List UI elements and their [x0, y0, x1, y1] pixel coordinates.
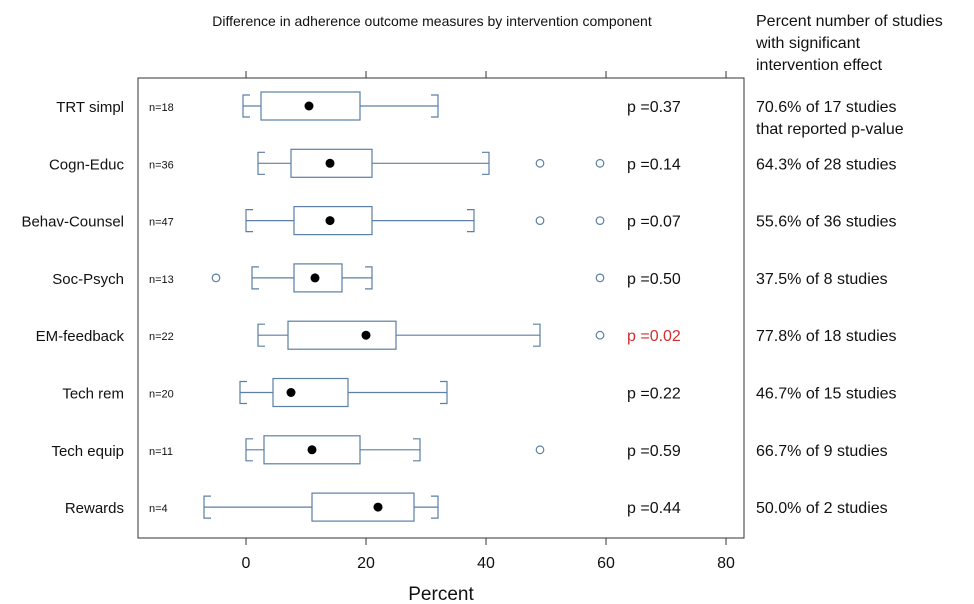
outlier-point-0 [535, 158, 545, 168]
outlier-point-1 [595, 216, 605, 226]
median-point [304, 101, 314, 111]
whisker-cap-high [431, 94, 439, 118]
category-label: EM-feedback [36, 328, 125, 345]
n-count: n=47 [149, 217, 174, 229]
x-tick-label-4: 80 [717, 555, 735, 572]
p-value: p =0.07 [627, 214, 681, 231]
median-point [361, 330, 371, 340]
x-tick-label-3: 60 [597, 555, 615, 572]
median-point [307, 445, 317, 455]
n-count: n=20 [149, 389, 174, 401]
median-point [286, 388, 296, 397]
right-header: Percent number of studies with significa… [755, 13, 943, 74]
study-summary: 37.5% of 8 studies [756, 271, 888, 288]
whisker-cap-high [413, 438, 421, 462]
whisker-cap-high [431, 495, 439, 519]
median-point [373, 502, 383, 512]
n-count: n=4 [149, 503, 168, 515]
whisker-cap-high [440, 380, 448, 405]
iqr-box [272, 377, 349, 408]
category-label: Rewards [65, 500, 124, 517]
whisker-cap-high [533, 323, 541, 347]
whisker-cap-low [245, 438, 253, 462]
p-value: p =0.14 [627, 156, 681, 173]
median-point [325, 216, 335, 226]
iqr-box [311, 492, 415, 522]
category-label: Soc-Psych [52, 271, 124, 288]
whisker-cap-high [482, 151, 490, 175]
category-label: Behav-Counsel [21, 214, 124, 231]
outlier-point-0 [535, 216, 545, 226]
study-summary: 64.3% of 28 studies [756, 156, 897, 173]
chart-title: Difference in adherence outcome measures… [212, 13, 652, 29]
row-7: Rewards n=4 p =0.44 50.0% of 2 studies [65, 492, 888, 522]
category-label: TRT simpl [56, 99, 124, 116]
whisker-cap-low [257, 151, 265, 175]
outlier-point-1 [595, 158, 605, 168]
row-6: Tech equip n=11 p =0.59 66.7% of 9 studies [51, 435, 888, 465]
study-summary: 70.6% of 17 studies [756, 99, 897, 116]
study-summary: 66.7% of 9 studies [756, 443, 888, 460]
x-tick-label-0: 0 [242, 555, 251, 572]
row-3: Soc-Psych n=13 p =0.50 37.5% of 8 studies [52, 263, 888, 293]
row-1: Cogn-Educ n=36 p =0.14 64.3% of 28 studies [49, 148, 897, 178]
whisker-cap-low [239, 380, 247, 405]
x-axis: 0 20 40 60 80 [242, 71, 735, 572]
p-value: p =0.44 [627, 500, 681, 517]
row-4: EM-feedback n=22 p =0.02 77.8% of 18 studie… [36, 320, 897, 350]
outlier-point-0 [535, 445, 545, 455]
x-tick-label-2: 40 [477, 555, 495, 572]
whisker-cap-low [251, 266, 259, 290]
category-label: Cogn-Educ [49, 156, 125, 173]
n-count: n=22 [149, 331, 174, 343]
whisker-cap-high [467, 209, 475, 233]
n-count: n=13 [149, 274, 174, 286]
x-tick-label-1: 20 [357, 555, 375, 572]
whisker-cap-low [242, 94, 250, 118]
row-5: Tech rem n=20 p =0.22 46.7% of 15 studies [62, 377, 897, 408]
study-summary: 50.0% of 2 studies [756, 500, 888, 517]
whisker-cap-low [257, 323, 265, 347]
p-value: p =0.02 [627, 328, 681, 345]
p-value: p =0.22 [627, 386, 681, 403]
plot-frame [137, 77, 745, 539]
study-summary: 77.8% of 18 studies [756, 328, 897, 345]
iqr-box [287, 320, 397, 350]
n-count: n=36 [149, 159, 174, 171]
right-header-line-3: intervention effect [756, 57, 883, 74]
category-label: Tech equip [51, 443, 124, 460]
right-header-line-2: with significant [755, 35, 861, 52]
category-label: Tech rem [62, 386, 124, 403]
study-summary: 55.6% of 36 studies [756, 214, 897, 231]
row-2: Behav-Counsel n=47 p =0.07 55.6% of 36 stud… [21, 206, 897, 236]
p-value: p =0.37 [627, 99, 681, 116]
whisker-cap-low [203, 495, 211, 519]
outlier-point-0 [211, 273, 221, 283]
row-0: TRT simpl n=18 p =0.37 70.6% of 17 studies t… [56, 91, 904, 138]
median-point [310, 273, 320, 283]
outlier-point-0 [595, 330, 605, 340]
n-count: n=18 [149, 102, 174, 114]
iqr-box [260, 91, 361, 121]
median-point [325, 158, 335, 168]
right-header-line-1: Percent number of studies [756, 13, 943, 30]
whisker-cap-low [245, 209, 253, 233]
p-value: p =0.50 [627, 271, 681, 288]
plot-rows: TRT simpl n=18 p =0.37 70.6% of 17 studies t… [21, 91, 904, 522]
whisker-cap-high [365, 266, 373, 290]
outlier-point-1 [595, 273, 605, 283]
p-value: p =0.59 [627, 443, 681, 460]
n-count: n=11 [149, 446, 173, 458]
x-axis-label: Percent [408, 584, 474, 604]
study-summary: 46.7% of 15 studies [756, 386, 897, 403]
study-summary-line-2: that reported p-value [756, 121, 904, 138]
